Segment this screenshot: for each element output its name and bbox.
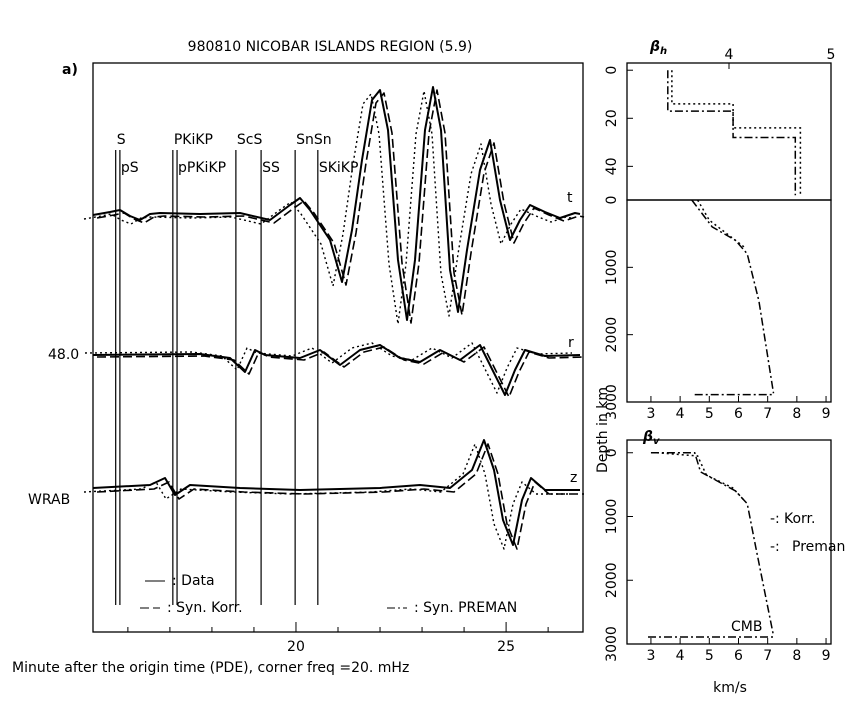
panel-label: a)	[62, 62, 78, 78]
profile-line	[656, 452, 745, 502]
x-tick-label: 4	[676, 648, 685, 664]
trace-preman	[83, 90, 572, 325]
x-tick-label: 5	[705, 648, 714, 664]
trace-label: r	[568, 335, 574, 351]
x-tick-label: 8	[792, 406, 801, 422]
plot-frame	[626, 199, 832, 403]
y-tick-label: 20	[604, 109, 620, 127]
y-tick-label: 2000	[604, 562, 620, 598]
trace-label: z	[570, 470, 577, 486]
x-axis-label: km/s	[713, 680, 747, 696]
profile-line	[696, 199, 745, 248]
phase-label: SS	[262, 160, 280, 176]
title-subscript: v	[653, 436, 660, 447]
phase-label: SKiKP	[319, 160, 359, 176]
y-tick-label: 3000	[604, 384, 620, 420]
y-tick-label: 3000	[604, 626, 620, 662]
annotation: Korr.	[784, 511, 815, 527]
legend-label: : Data	[172, 573, 215, 589]
x-tick-label: 4	[676, 406, 685, 422]
phase-label: pPKiKP	[178, 160, 226, 176]
x-tick-label: 9	[822, 648, 831, 664]
y-axis-label: Depth in km	[595, 387, 611, 473]
chart-title: 980810 NICOBAR ISLANDS REGION (5.9)	[188, 39, 473, 55]
plot-frame	[92, 62, 584, 633]
y-tick-label: 1000	[604, 250, 620, 286]
y-tick-label: 2000	[604, 317, 620, 353]
panel-title: βv	[642, 429, 660, 447]
y-tick-label: 0	[604, 196, 620, 205]
y-tick-label: 0	[604, 66, 620, 75]
amplitude-label: 48.0	[48, 347, 79, 363]
trace-preman	[84, 342, 573, 394]
x-tick-label: 7	[763, 406, 772, 422]
waveforms	[83, 86, 585, 550]
x-tick-label: 3	[646, 406, 655, 422]
legend-label: : Syn. Korr.	[167, 600, 243, 616]
panel-title: βh	[649, 39, 667, 57]
x-tick-label: 6	[734, 648, 743, 664]
phase-label: pS	[121, 160, 139, 176]
x-tick-label: 3	[646, 648, 655, 664]
profile-line	[691, 199, 775, 394]
annotation: Preman	[792, 539, 845, 555]
x-tick-label: 7	[763, 648, 772, 664]
profile-line	[667, 70, 797, 196]
phase-label: PKiKP	[174, 132, 213, 148]
phase-label: ScS	[237, 132, 263, 148]
x-tick-label: 5	[827, 47, 836, 63]
station-label: WRAB	[28, 492, 70, 508]
annotation-marker: -:	[770, 539, 780, 555]
x-tick-label: 5	[705, 406, 714, 422]
title-subscript: h	[660, 46, 667, 57]
y-tick-label: 1000	[604, 499, 620, 535]
trace-korr	[96, 443, 585, 550]
annotation-marker: -:	[770, 511, 780, 527]
x-axis-label: Minute after the origin time (PDE), corn…	[12, 660, 409, 676]
x-tick-label: 9	[822, 406, 831, 422]
trace-korr	[96, 89, 585, 324]
trace-label: t	[567, 190, 573, 206]
x-tick-label: 20	[287, 639, 305, 655]
trace-data	[92, 86, 581, 321]
y-tick-label: 40	[604, 157, 620, 175]
x-tick-label: 8	[792, 648, 801, 664]
x-tick-label: 4	[725, 47, 734, 63]
title-symbol: β	[642, 429, 653, 445]
title-symbol: β	[649, 39, 660, 55]
plot-frame	[626, 439, 832, 645]
x-tick-label: 25	[497, 639, 515, 655]
profile-line	[671, 70, 802, 196]
profile-line	[650, 452, 775, 636]
annotation: CMB	[731, 619, 762, 635]
y-tick-label: 0	[604, 448, 620, 457]
plot-frame	[626, 62, 832, 201]
phase-label: SnSn	[296, 132, 332, 148]
legend-label: : Syn. PREMAN	[414, 600, 517, 616]
phase-label: S	[117, 132, 126, 148]
x-tick-label: 6	[734, 406, 743, 422]
